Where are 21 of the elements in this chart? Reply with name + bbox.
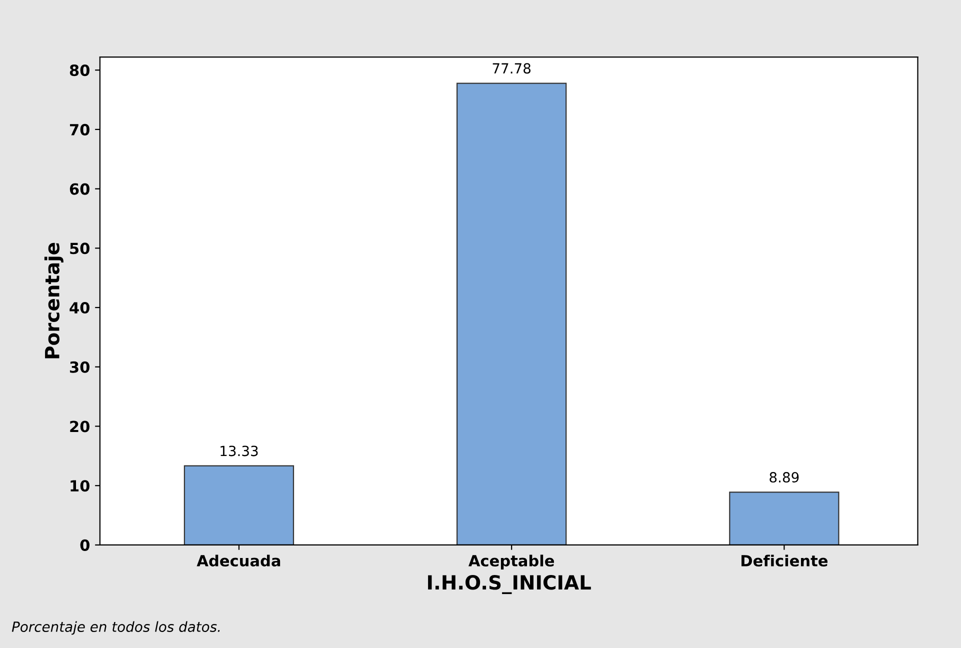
y-axis-title: Porcentaje bbox=[44, 242, 64, 358]
y-tick-label: 0 bbox=[80, 539, 90, 551]
x-axis-title: I.H.O.S_INICIAL bbox=[428, 575, 591, 594]
data-label: 77.78 bbox=[492, 63, 531, 74]
y-tick-label: 80 bbox=[70, 64, 90, 76]
bar bbox=[729, 492, 840, 545]
y-tick-label: 40 bbox=[70, 302, 90, 314]
data-label: 8.89 bbox=[770, 472, 799, 483]
y-tick-label: 10 bbox=[70, 480, 90, 492]
x-tick-label: Adecuada bbox=[196, 554, 280, 567]
y-tick-label: 30 bbox=[70, 361, 90, 373]
x-tick-label: Aceptable bbox=[468, 554, 554, 570]
y-tick-label: 50 bbox=[70, 242, 90, 254]
text: Porcentaje en todos los datos. bbox=[12, 621, 220, 635]
data-label: 13.33 bbox=[220, 446, 258, 456]
x-tick-label: Deficiente bbox=[742, 554, 828, 567]
y-tick-label: 20 bbox=[70, 420, 90, 432]
bar bbox=[456, 82, 567, 545]
y-tick-label: 60 bbox=[70, 183, 90, 195]
y-tick-label: 70 bbox=[70, 124, 90, 136]
bar bbox=[184, 465, 294, 545]
